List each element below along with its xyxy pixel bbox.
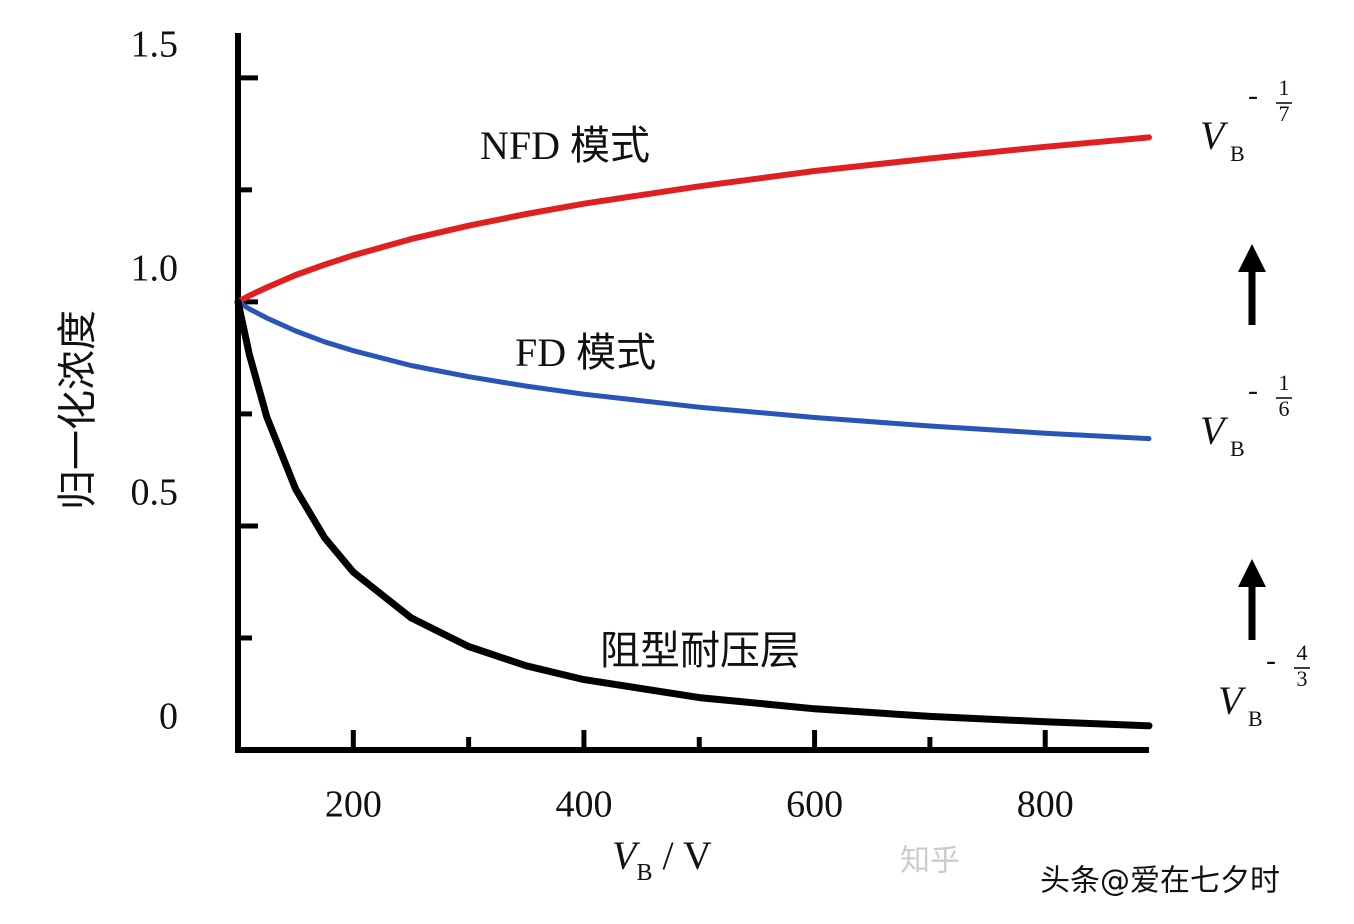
y-tick-label: 0.5 (131, 472, 179, 514)
series-label: FD 模式 (515, 330, 656, 375)
x-label-base: V (612, 833, 641, 878)
line-series (235, 134, 1152, 305)
annotation-sign: - (1248, 374, 1258, 407)
annotation-base: V (1218, 678, 1247, 723)
watermark: 头条@爱在七夕时 (1040, 864, 1280, 899)
annotation-num: 4 (1297, 640, 1308, 665)
x-tick-label: 600 (786, 784, 843, 826)
annotation-num: 1 (1279, 75, 1290, 100)
annotation-sub: B (1248, 706, 1263, 731)
annotation-sub: B (1230, 436, 1245, 461)
x-tick-label: 400 (555, 784, 612, 826)
y-tick-label: 0 (159, 696, 178, 738)
x-tick-label: 200 (325, 784, 382, 826)
x-axis-label: VB / V (612, 833, 712, 885)
annotation-den: 7 (1279, 101, 1290, 126)
x-label-sub: B (636, 860, 652, 886)
annotation-base: V (1200, 408, 1229, 453)
annotation-sign: - (1266, 644, 1276, 677)
line-series (235, 299, 1152, 442)
annotation-den: 6 (1279, 396, 1290, 421)
y-tick-label: 1.0 (131, 248, 179, 290)
watermark: 知乎 (900, 844, 960, 879)
x-label-rest: / V (652, 833, 711, 878)
annotation-sign: - (1248, 79, 1258, 112)
series-label: NFD 模式 (480, 123, 650, 168)
annotation-sub: B (1230, 141, 1245, 166)
x-tick-label: 800 (1017, 784, 1074, 826)
annotation-num: 1 (1279, 370, 1290, 395)
y-tick-label: 1.5 (131, 24, 179, 66)
line-series (234, 298, 1153, 730)
y-axis-label: 归一化浓度 (55, 310, 100, 510)
series-label: 阻型耐压层 (600, 628, 800, 673)
annotation-base: V (1200, 113, 1229, 158)
annotation-den: 3 (1297, 666, 1308, 691)
